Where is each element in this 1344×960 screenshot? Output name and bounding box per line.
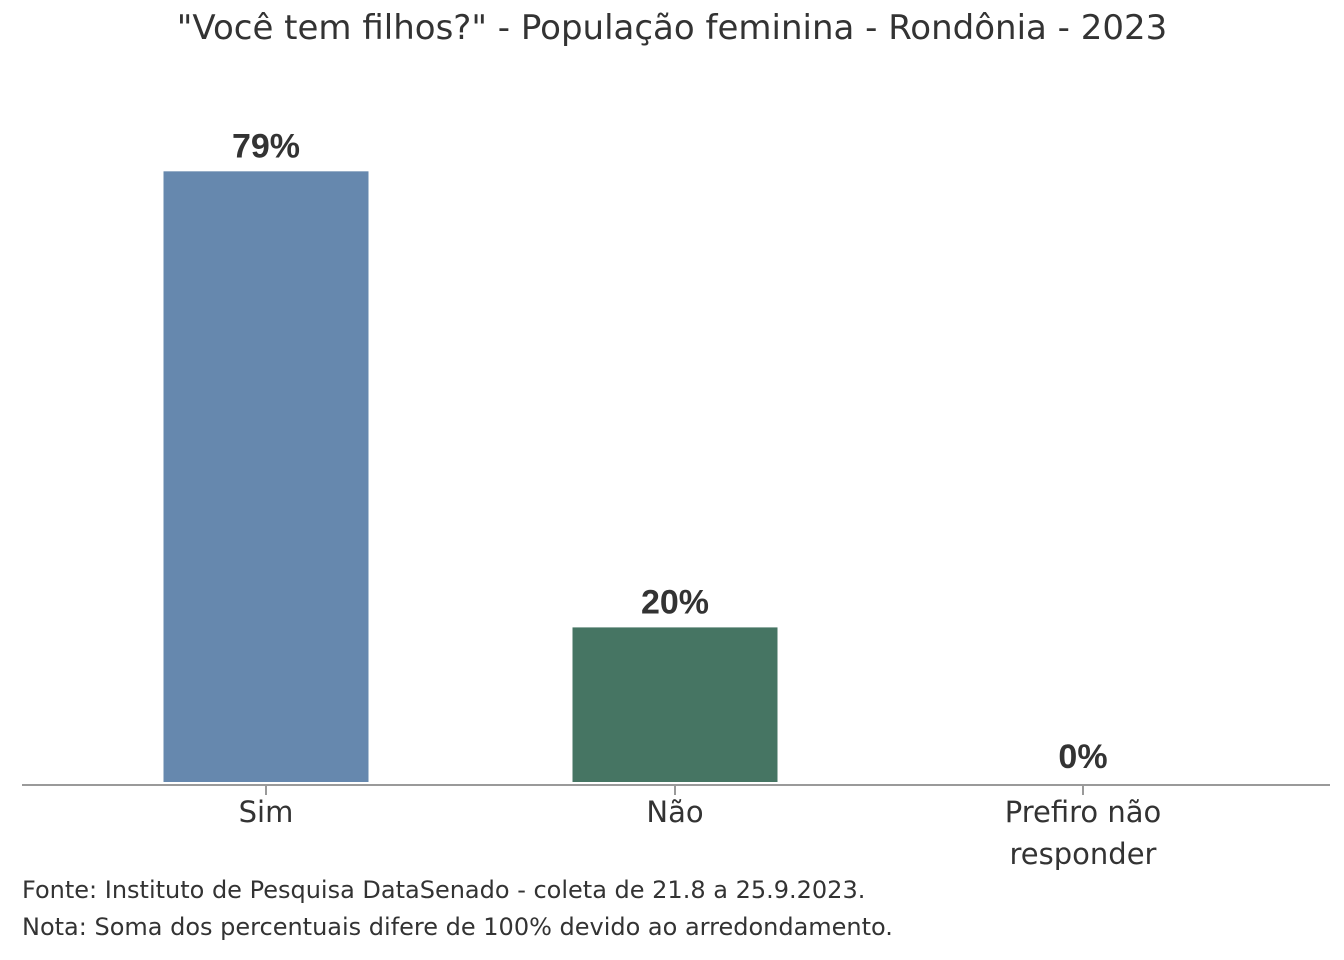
category-label-1: Não xyxy=(646,795,703,829)
labels-layer: 79% Sim 20% Não 0% Prefiro não responder xyxy=(232,127,1161,871)
bar-0 xyxy=(163,171,369,782)
bars-layer xyxy=(163,171,778,782)
category-label-0: Sim xyxy=(239,795,294,829)
data-label-1: 20% xyxy=(641,583,709,621)
category-label-2-line-0: Prefiro não xyxy=(1005,795,1162,829)
data-label-0: 79% xyxy=(232,127,300,165)
x-axis xyxy=(22,784,1330,795)
rounding-note: Nota: Soma dos percentuais difere de 100… xyxy=(22,913,893,941)
bar-1 xyxy=(572,627,778,782)
chart-title: "Você tem filhos?" - População feminina … xyxy=(176,8,1168,48)
source-note: Fonte: Instituto de Pesquisa DataSenado … xyxy=(22,876,866,904)
category-label-2-line-1: responder xyxy=(1010,837,1157,871)
data-label-2: 0% xyxy=(1058,738,1107,776)
